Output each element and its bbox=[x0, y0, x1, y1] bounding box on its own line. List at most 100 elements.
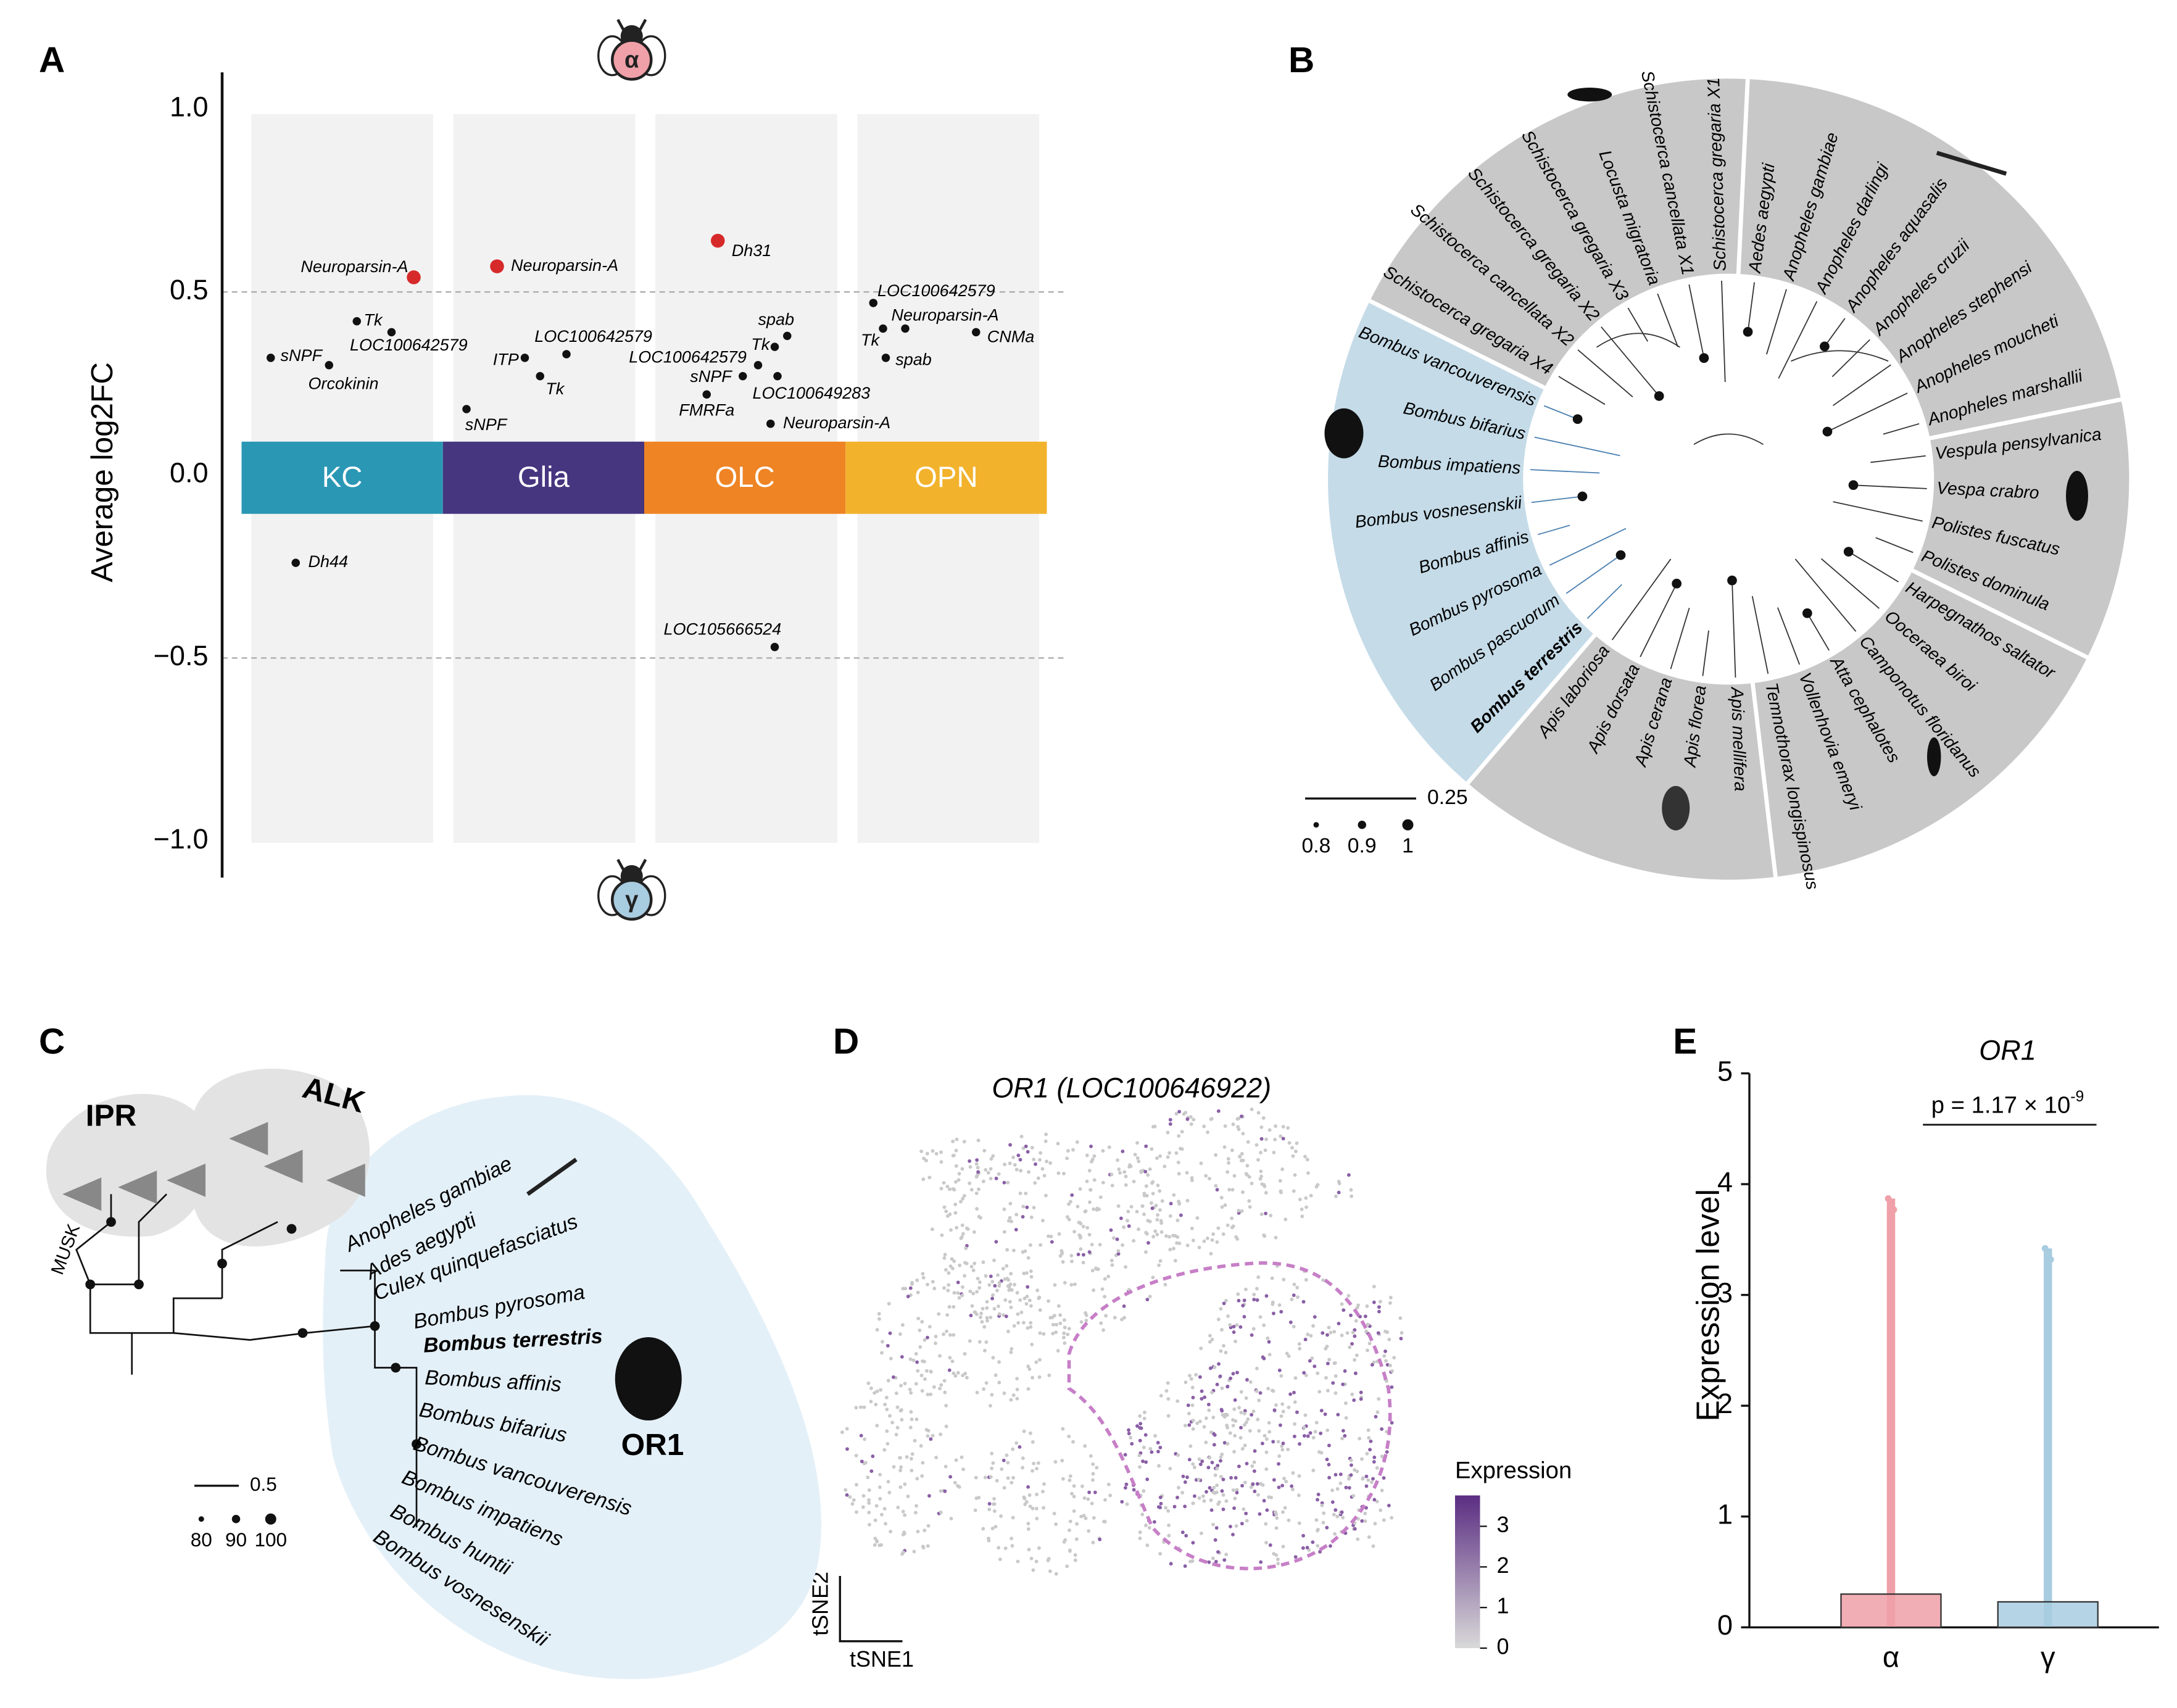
tsne-cell bbox=[974, 1162, 979, 1166]
tsne-cell bbox=[1034, 1360, 1039, 1364]
tsne-cell bbox=[1099, 1321, 1103, 1325]
tsne-cell bbox=[1158, 1259, 1163, 1263]
tsne-cell bbox=[1242, 1298, 1246, 1303]
tsne-cell bbox=[1160, 1199, 1164, 1203]
tsne-cell bbox=[989, 1274, 993, 1279]
tsne-title: OR1 (LOC100646922) bbox=[992, 1072, 1271, 1103]
tsne-cell bbox=[1117, 1167, 1121, 1171]
tsne-cell bbox=[1219, 1195, 1224, 1200]
tsne-cell bbox=[1180, 1130, 1184, 1134]
tsne-cell bbox=[1066, 1332, 1070, 1337]
tsne-cell bbox=[986, 1171, 990, 1175]
tsne-cell bbox=[1372, 1285, 1376, 1289]
data-point bbox=[881, 354, 890, 362]
tsne-cell bbox=[919, 1150, 924, 1153]
tsne-cell bbox=[878, 1496, 882, 1501]
point-label: sNPF bbox=[690, 367, 732, 386]
tsne-cell bbox=[868, 1523, 871, 1527]
tsne-cell bbox=[1032, 1461, 1036, 1465]
tree-branch bbox=[1558, 376, 1606, 405]
tsne-cell bbox=[1006, 1219, 1011, 1223]
point-label: Neuroparsin-A bbox=[892, 305, 999, 324]
tsne-cell bbox=[1191, 1427, 1195, 1431]
tsne-cell bbox=[885, 1344, 890, 1348]
tsne-cell bbox=[1151, 1180, 1155, 1184]
point-strip bbox=[2044, 1248, 2052, 1628]
tsne-cell bbox=[1024, 1500, 1029, 1504]
tsne-cell bbox=[1209, 1498, 1213, 1503]
tsne-cell bbox=[1341, 1382, 1345, 1387]
bee-icon: γ bbox=[597, 858, 666, 921]
tsne-cell bbox=[1350, 1341, 1354, 1346]
tsne-cell bbox=[962, 1140, 966, 1144]
tsne-cell bbox=[1010, 1536, 1014, 1541]
tsne-cell bbox=[947, 1271, 951, 1275]
scale-label: 0.25 bbox=[1427, 786, 1468, 809]
tsne-cell bbox=[968, 1159, 972, 1163]
y-tick-label: 0 bbox=[1717, 1609, 1733, 1641]
tsne-cell bbox=[1110, 1263, 1114, 1267]
tsne-cell bbox=[939, 1489, 943, 1493]
tsne-cell bbox=[1230, 1188, 1235, 1192]
tsne-cell bbox=[1156, 1441, 1160, 1445]
tsne-cell bbox=[1237, 1464, 1241, 1469]
tsne-cell bbox=[950, 1257, 954, 1261]
tsne-cell bbox=[1056, 1304, 1061, 1308]
tsne-cell bbox=[1398, 1316, 1403, 1320]
tsne-cell bbox=[875, 1328, 879, 1332]
tsne-cell bbox=[1232, 1449, 1236, 1454]
tsne-cell bbox=[1071, 1148, 1075, 1152]
tsne-cell bbox=[1236, 1125, 1240, 1129]
tsne-cell bbox=[927, 1494, 931, 1498]
tsne-cell bbox=[1033, 1181, 1037, 1185]
tsne-cell bbox=[1026, 1485, 1030, 1489]
tsne-cell bbox=[1256, 1111, 1261, 1115]
tsne-cell bbox=[1065, 1215, 1069, 1219]
tsne-cell bbox=[1087, 1169, 1092, 1173]
tsne-cell bbox=[945, 1214, 950, 1218]
tsne-cell bbox=[1122, 1316, 1126, 1320]
tsne-cell bbox=[1018, 1191, 1022, 1195]
tsne-cell bbox=[1169, 1201, 1173, 1206]
tsne-cell bbox=[949, 1517, 953, 1520]
tsne-cell bbox=[1267, 1430, 1272, 1434]
tsne-cell bbox=[1304, 1196, 1308, 1200]
tsne-cell bbox=[1150, 1450, 1154, 1454]
tsne-cell bbox=[1070, 1259, 1074, 1264]
tsne-cell bbox=[1223, 1124, 1227, 1128]
tree-branch bbox=[75, 1194, 112, 1285]
tsne-cell bbox=[1256, 1158, 1260, 1162]
tsne-cell bbox=[867, 1498, 871, 1502]
tsne-cell bbox=[1281, 1441, 1285, 1446]
tsne-cell bbox=[1244, 1396, 1248, 1400]
tsne-cell bbox=[1166, 1381, 1170, 1385]
tsne-cell bbox=[1062, 1331, 1066, 1335]
tsne-cell bbox=[1222, 1558, 1227, 1562]
tsne-cell bbox=[1240, 1522, 1244, 1526]
tsne-cell bbox=[1348, 1345, 1352, 1349]
tsne-cell bbox=[1022, 1271, 1026, 1275]
tsne-cell bbox=[1316, 1544, 1320, 1548]
tsne-cell bbox=[927, 1325, 932, 1329]
tsne-cell bbox=[1238, 1436, 1243, 1440]
point-label: Neuroparsin-A bbox=[301, 257, 408, 276]
tsne-cell bbox=[1221, 1493, 1225, 1497]
tsne-cell bbox=[1151, 1235, 1155, 1239]
tsne-cell bbox=[1044, 1193, 1048, 1198]
tsne-cell bbox=[1167, 1533, 1171, 1538]
tsne-cell bbox=[1306, 1434, 1310, 1438]
tsne-cell bbox=[910, 1452, 914, 1456]
tsne-cell bbox=[1043, 1139, 1048, 1143]
tsne-cell bbox=[1297, 1521, 1301, 1525]
tsne-cell bbox=[1263, 1148, 1267, 1153]
tsne-cell bbox=[1317, 1390, 1322, 1394]
tsne-cell bbox=[996, 1273, 1000, 1277]
tsne-cell bbox=[1018, 1298, 1022, 1302]
tsne-cell bbox=[995, 1288, 999, 1293]
tsne-cell bbox=[1132, 1488, 1136, 1492]
tsne-cell bbox=[898, 1469, 903, 1472]
tree-branch bbox=[1883, 423, 1920, 435]
tsne-cell bbox=[1241, 1158, 1245, 1163]
tsne-cell bbox=[1200, 1389, 1204, 1393]
tsne-cell bbox=[1024, 1192, 1028, 1196]
